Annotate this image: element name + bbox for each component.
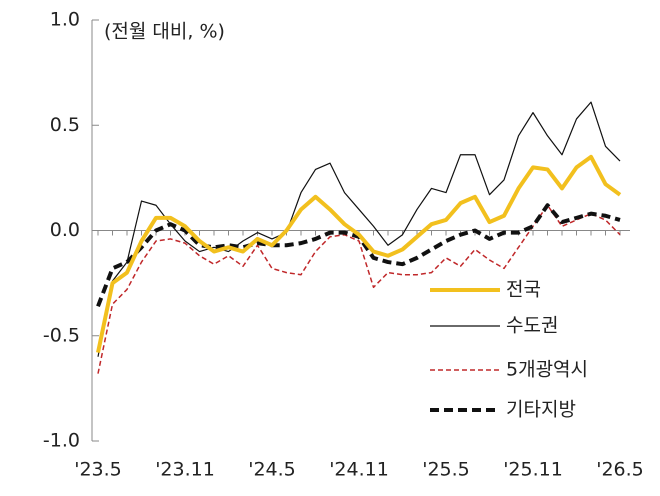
legend-label: 5개광역시	[506, 359, 588, 381]
annotation: (전월 대비, %)	[104, 21, 225, 43]
y-tick-label: 0.5	[50, 114, 80, 136]
x-tick-label: '23.5	[74, 459, 122, 481]
x-tick-label: '25.5	[422, 459, 470, 481]
x-tick-label: '24.5	[248, 459, 296, 481]
legend-label: 전국	[506, 279, 541, 301]
y-tick-label: -0.5	[43, 324, 80, 346]
series-line	[96, 154, 622, 353]
y-tick-label: -1.0	[43, 430, 80, 452]
x-tick-label: '24.11	[329, 459, 389, 481]
legend-label: 수도권	[506, 315, 558, 337]
legend-label: 기타지방	[506, 399, 576, 421]
y-tick-label: 1.0	[50, 9, 80, 31]
y-tick-label: 0.0	[50, 219, 80, 241]
x-tick-label: '26.5	[596, 459, 644, 481]
series-line	[97, 204, 621, 374]
x-tick-label: '25.11	[503, 459, 563, 481]
series-line	[97, 101, 621, 357]
x-tick-label: '23.11	[155, 459, 215, 481]
